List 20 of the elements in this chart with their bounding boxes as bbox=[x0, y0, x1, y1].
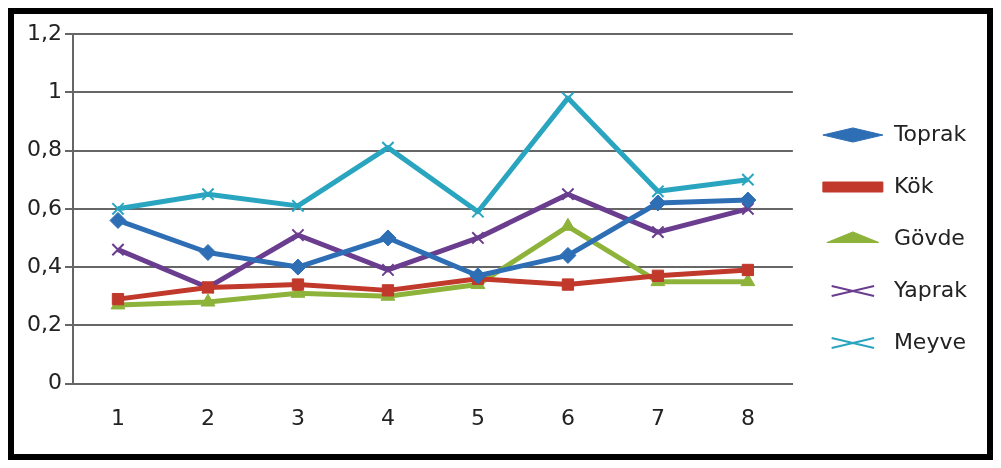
y-tick-label: 0 bbox=[47, 369, 62, 395]
x-tick-label: 2 bbox=[200, 404, 215, 430]
legend-label: Meyve bbox=[893, 328, 966, 354]
legend-label: Toprak bbox=[892, 120, 967, 146]
legend-label: Yaprak bbox=[892, 276, 968, 302]
x-tick-label: 7 bbox=[650, 404, 665, 430]
x-tick-label: 1 bbox=[110, 404, 125, 430]
y-tick-label: 0,6 bbox=[26, 194, 62, 220]
x-tick-label: 4 bbox=[380, 404, 395, 430]
x-tick-label: 5 bbox=[470, 404, 485, 430]
y-tick-label: 0,8 bbox=[26, 136, 62, 162]
y-tick-label: 0,4 bbox=[26, 252, 62, 278]
x-tick-label: 8 bbox=[740, 404, 755, 430]
legend-label: Gövde bbox=[893, 224, 965, 250]
y-tick-label: 1 bbox=[47, 77, 62, 103]
legend-label: Kök bbox=[893, 172, 934, 198]
y-tick-label: 1,2 bbox=[26, 19, 62, 45]
x-tick-label: 3 bbox=[290, 404, 305, 430]
y-tick-label: 0,2 bbox=[26, 311, 62, 337]
x-tick-label: 6 bbox=[560, 404, 575, 430]
